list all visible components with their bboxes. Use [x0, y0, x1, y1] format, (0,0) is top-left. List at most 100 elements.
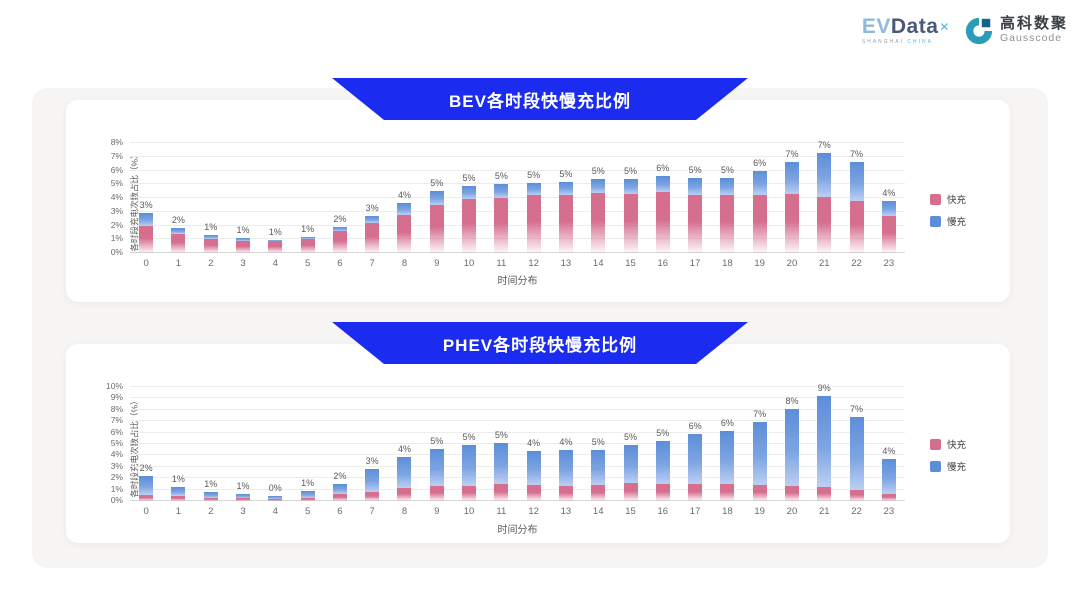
bar-column-hour-22: 7% 22 — [840, 387, 872, 517]
slow-charge-swatch-icon — [930, 460, 941, 472]
x-tick-label: 16 — [657, 258, 669, 269]
x-tick-label: 20 — [786, 506, 798, 517]
fast-charge-segment — [752, 194, 767, 253]
x-tick-label: 3 — [240, 258, 246, 269]
gridline — [130, 169, 905, 171]
x-tick-label: 2 — [208, 258, 214, 269]
bar-total-label: 1% — [204, 222, 218, 233]
bar-total-label: 5% — [430, 178, 444, 189]
bar-column-hour-16: 6% 16 — [647, 143, 679, 269]
slow-charge-segment — [752, 422, 767, 486]
bar-column-hour-3: 1% 3 — [227, 387, 259, 517]
bev-chart: 各时段充电次数占比（%） 0% 1% 2% 3% 4% 5% 6% 7% 8% 3% 0 2% 1 1% 2… — [66, 100, 1010, 302]
x-tick-label: 8 — [401, 258, 408, 269]
x-tick-label: 18 — [722, 506, 733, 517]
y-tick-label: 3% — [110, 460, 123, 471]
y-tick-label: 2% — [110, 472, 123, 483]
gridline — [130, 210, 905, 212]
bev-plot-area: 0% 1% 2% 3% 4% 5% 6% 7% 8% 3% 0 2% 1 1% 2 1% 3 1% 4 1% 5 2% 6 3… — [111, 137, 905, 269]
bev-chart-card: 各时段充电次数占比（%） 0% 1% 2% 3% 4% 5% 6% 7% 8% 3% 0 2% 1 1% 2… — [66, 100, 1010, 302]
stacked-bar — [655, 440, 670, 501]
bar-total-label: 5% — [559, 168, 573, 179]
slow-charge-segment — [300, 236, 315, 240]
bar-column-hour-19: 7% 19 — [744, 387, 776, 517]
x-tick-label: 15 — [625, 258, 636, 269]
fast-charge-segment — [300, 497, 315, 501]
bar-total-label: 4% — [397, 443, 411, 454]
bar-column-hour-21: 7% 21 — [808, 140, 840, 269]
fast-charge-segment — [397, 488, 412, 501]
y-tick-label: 0% — [110, 495, 123, 505]
stacked-bar — [332, 226, 347, 253]
x-tick-label: 9 — [434, 506, 440, 517]
stacked-bar — [752, 422, 767, 501]
x-tick-label: 7 — [369, 258, 375, 269]
x-tick-label: 23 — [883, 506, 895, 517]
gridline — [130, 224, 905, 226]
bar-column-hour-13: 5% 13 — [550, 143, 582, 269]
slow-charge-segment — [429, 191, 444, 205]
y-tick-label: 10% — [105, 381, 123, 391]
gridline — [130, 443, 905, 444]
bar-total-label: 5% — [430, 435, 444, 446]
stacked-bar — [494, 183, 509, 253]
fast-charge-segment — [591, 485, 606, 501]
bar-column-hour-4: 1% 4 — [259, 143, 291, 269]
fast-charge-segment — [365, 222, 380, 253]
bar-column-hour-20: 8% 20 — [776, 387, 808, 517]
bar-column-hour-23: 4% 23 — [873, 143, 905, 269]
stacked-bar — [494, 442, 509, 501]
x-tick-label: 13 — [560, 258, 572, 269]
bar-total-label: 3% — [365, 456, 379, 467]
gridline — [130, 252, 905, 253]
bar-column-hour-3: 1% 3 — [227, 143, 259, 269]
x-tick-label: 18 — [722, 258, 733, 269]
stacked-bar — [203, 491, 218, 501]
stacked-bar — [688, 433, 703, 501]
bev-chart-title: BEV各时段快慢充比例 — [449, 91, 631, 111]
x-tick-label: 4 — [272, 506, 278, 517]
bar-column-hour-2: 1% 2 — [195, 143, 227, 269]
slow-charge-segment — [558, 450, 573, 487]
stacked-bar — [752, 170, 767, 253]
bar-column-hour-9: 5% 9 — [421, 387, 453, 517]
bar-total-label: 4% — [559, 437, 573, 448]
fast-charge-segment — [494, 198, 509, 253]
fast-charge-segment — [139, 495, 154, 501]
slow-charge-segment — [268, 239, 283, 242]
fast-charge-segment — [688, 195, 703, 253]
bar-total-label: 7% — [753, 409, 767, 420]
fast-charge-segment — [784, 486, 799, 501]
slow-charge-segment — [365, 215, 380, 223]
slow-charge-segment — [332, 483, 347, 495]
bar-column-hour-1: 2% 1 — [162, 143, 194, 269]
x-tick-label: 10 — [463, 506, 475, 517]
fast-charge-segment — [817, 196, 832, 253]
slow-charge-segment — [139, 475, 154, 496]
stacked-bar — [268, 239, 283, 253]
y-tick-label: 4% — [110, 449, 123, 460]
fast-charge-segment — [720, 195, 735, 253]
bar-total-label: 3% — [139, 200, 153, 211]
stacked-bar — [817, 152, 832, 253]
bar-total-label: 7% — [850, 403, 864, 414]
slow-charge-segment — [526, 182, 541, 196]
y-tick-label: 3% — [110, 205, 123, 216]
stacked-bar — [171, 227, 186, 253]
gridline — [130, 477, 905, 479]
fast-charge-segment — [397, 214, 412, 253]
evdata-x-icon: ✕ — [939, 20, 950, 34]
gausscode-text: 高科数聚 Gausscode — [1000, 16, 1068, 46]
bar-total-label: 4% — [882, 187, 896, 198]
y-tick-label: 9% — [110, 392, 123, 403]
stacked-bar — [558, 181, 573, 253]
bev-title-banner: BEV各时段快慢充比例 — [332, 78, 748, 120]
gridline — [130, 155, 905, 157]
x-tick-label: 20 — [786, 258, 798, 269]
x-tick-label: 16 — [657, 506, 669, 517]
fast-charge-segment — [623, 482, 638, 501]
gridline — [130, 238, 905, 240]
bar-column-hour-14: 5% 14 — [582, 143, 614, 269]
y-tick-label: 1% — [110, 483, 123, 494]
